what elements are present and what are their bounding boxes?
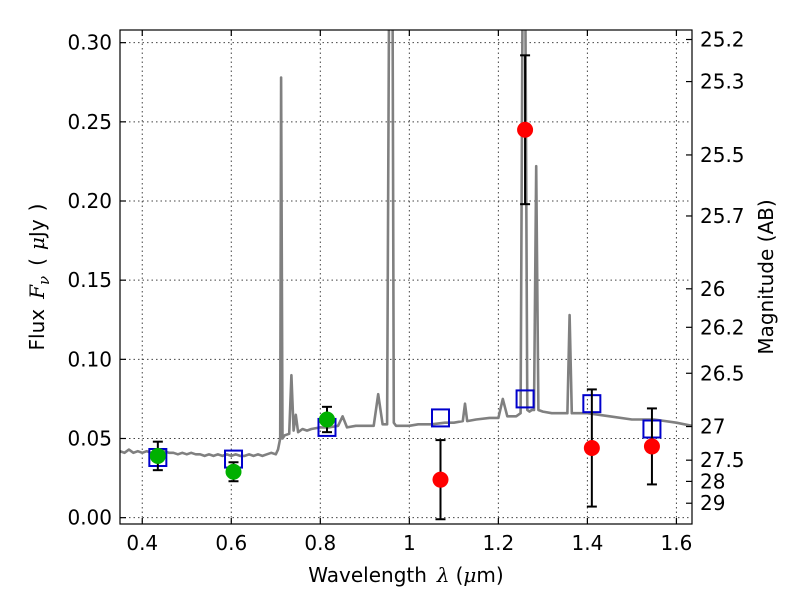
y2-tick-label: 25.5	[700, 143, 745, 167]
y-tick-label: 0.05	[67, 427, 112, 451]
y2-tick-label: 25.3	[700, 70, 745, 94]
observation-point	[432, 471, 449, 488]
model-spectrum-line	[120, 30, 692, 458]
y-tick-label: 0.30	[67, 31, 112, 55]
observation-point	[643, 438, 660, 455]
y2-tick-label: 29	[700, 491, 725, 515]
x-tick-label: 1.2	[482, 531, 514, 555]
synthetic-photometry-square	[430, 408, 450, 428]
y2-tick-label: 26.2	[700, 315, 745, 339]
x-tick-label: 0.8	[304, 531, 336, 555]
x-tick-label: 1.6	[661, 531, 693, 555]
observation-point	[149, 447, 166, 464]
x-tick-label: 0.4	[126, 531, 158, 555]
y2-tick-label: 26	[700, 277, 725, 301]
x-tick-label: 0.6	[215, 531, 247, 555]
x-tick-label: 1	[403, 531, 416, 555]
x-axis-label: Wavelength λ (μm)	[308, 563, 503, 587]
y-tick-label: 0.10	[67, 347, 112, 371]
y-tick-label: 0.25	[67, 110, 112, 134]
plot-frame	[119, 29, 693, 525]
marker-layer	[148, 54, 662, 521]
y2-tick-label: 27.5	[700, 448, 745, 472]
y2-tick-label: 28	[700, 469, 725, 493]
y2-axis-label: Magnitude (AB)	[754, 199, 778, 354]
x-tick-label: 1.4	[571, 531, 603, 555]
model-spectrum-layer	[120, 30, 692, 458]
tick-layer: 0.4 0.6 0.8 1 1.2 1.4 1.6 0.00 0.05 0.10 0.15 0.20 0…	[67, 28, 744, 555]
observation-point	[583, 440, 600, 456]
y-axis-label: FluxFν(μJy)	[25, 204, 53, 351]
observation-point	[517, 121, 534, 138]
observation-point	[225, 463, 242, 480]
y2-tick-label: 25.7	[700, 204, 745, 228]
grid-layer	[120, 30, 692, 524]
y-tick-label: 0.15	[67, 268, 112, 292]
y2-tick-label: 25.2	[700, 28, 745, 52]
y2-tick-label: 27	[700, 415, 725, 439]
observation-point	[318, 411, 335, 428]
y2-tick-label: 26.5	[700, 361, 745, 385]
y-tick-label: 0.00	[67, 506, 112, 530]
synthetic-photometry-square	[515, 389, 535, 409]
y-tick-label: 0.20	[67, 189, 112, 213]
